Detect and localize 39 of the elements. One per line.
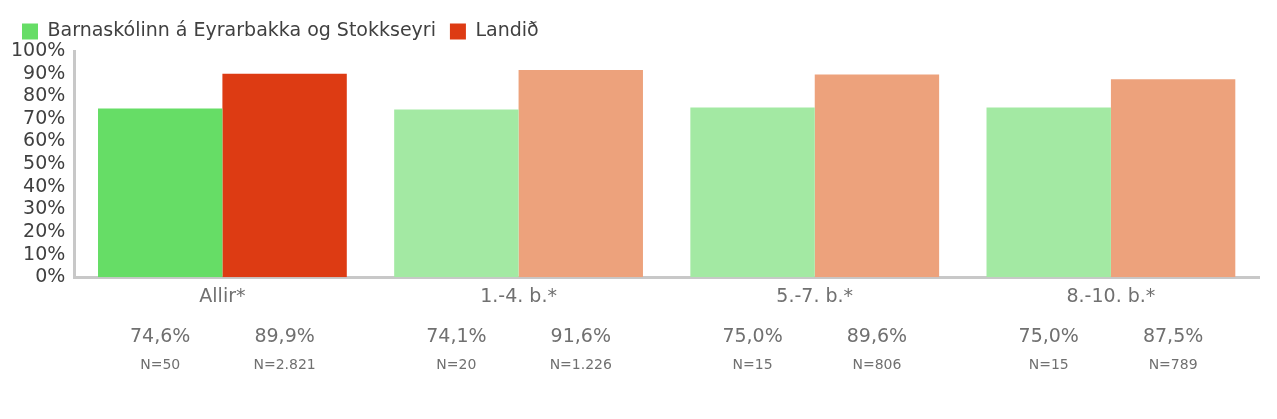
bar [1110,79,1236,278]
bar [690,107,815,278]
y-tick-label: 80% [23,83,66,106]
x-tick-label: Allir* [199,283,246,306]
text: N=1.226 [549,355,612,372]
legend-label: Landið [475,18,539,41]
y-tick-label: 0% [35,264,66,287]
text: N=50 [140,355,181,372]
data-label: 91,6% [550,324,611,347]
text: N=20 [436,355,477,372]
bar [518,70,643,278]
y-tick-label: 60% [23,128,66,151]
text: N=15 [732,355,773,372]
y-tick-label: 10% [23,241,66,264]
x-tick-label: 1.-4. b.* [480,283,557,306]
text: N=806 [852,355,902,372]
text: N=789 [1148,355,1198,372]
bar [222,73,347,278]
bar [986,107,1111,278]
data-label: 89,9% [254,324,315,347]
data-label: 75,0% [722,324,783,347]
x-tick-label: 8.-10. b.* [1066,283,1156,306]
data-label: 87,5% [1142,324,1204,347]
y-tick-label: 90% [23,60,66,83]
y-tick-label: 50% [23,151,66,174]
y-tick-label: 20% [23,218,66,241]
data-label: 75,0% [1018,324,1079,347]
data-label: 74,1% [426,324,487,347]
x-tick-label: 5.-7. b.* [776,283,854,306]
text: N=2.821 [253,355,316,372]
bar [814,74,940,278]
text: N=15 [1028,355,1069,372]
data-label: 74,6% [130,324,191,347]
data-label: 89,6% [846,324,908,347]
bar [394,109,519,278]
y-tick-label: 70% [23,105,66,128]
y-tick-label: 40% [23,173,66,196]
y-tick-label: 30% [23,196,66,219]
bar [98,108,223,278]
